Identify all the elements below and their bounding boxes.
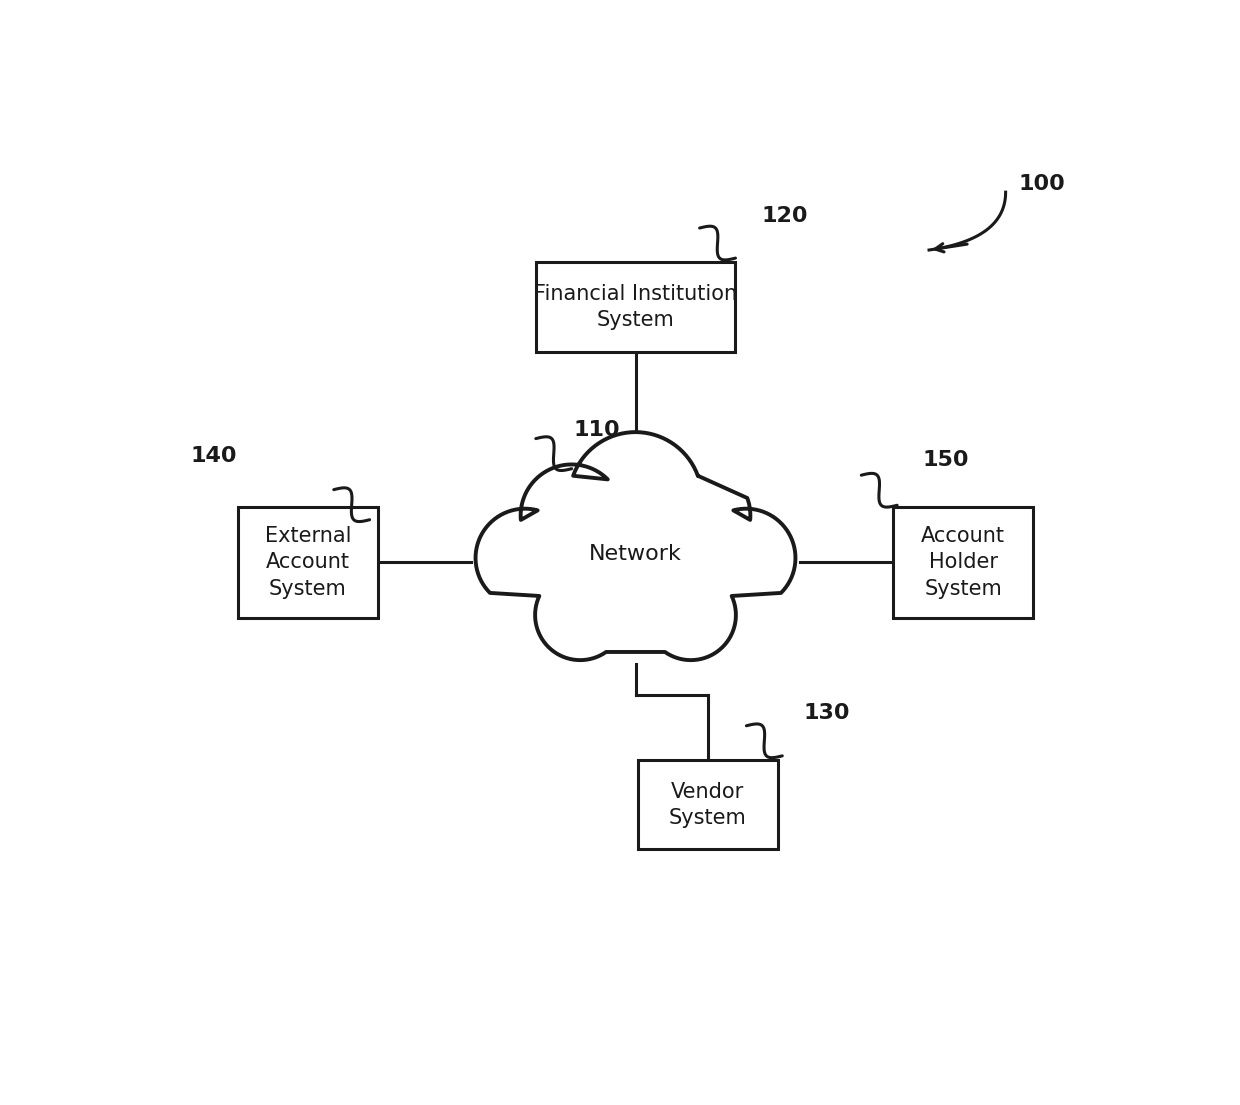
Polygon shape <box>476 432 795 660</box>
Text: 100: 100 <box>1018 173 1065 193</box>
FancyBboxPatch shape <box>637 760 777 850</box>
Text: Network: Network <box>589 544 682 564</box>
FancyBboxPatch shape <box>238 507 378 618</box>
Text: 140: 140 <box>191 446 237 466</box>
Text: 110: 110 <box>573 420 620 441</box>
Text: 150: 150 <box>923 450 970 470</box>
Text: 130: 130 <box>804 703 851 724</box>
Text: Account
Holder
System: Account Holder System <box>921 526 1006 599</box>
Text: 120: 120 <box>761 206 807 225</box>
Text: Financial Institution
System: Financial Institution System <box>534 284 737 330</box>
FancyBboxPatch shape <box>536 262 735 351</box>
FancyBboxPatch shape <box>893 507 1033 618</box>
Text: External
Account
System: External Account System <box>264 526 351 599</box>
Text: Vendor
System: Vendor System <box>668 781 746 828</box>
